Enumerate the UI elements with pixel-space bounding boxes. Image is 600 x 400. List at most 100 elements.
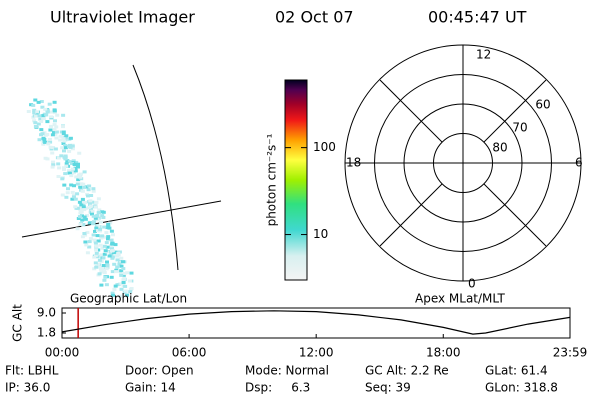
aurora-pixel <box>125 271 130 275</box>
aurora-pixel <box>109 275 114 279</box>
aurora-pixel <box>80 235 85 239</box>
info-cell: Gain: 14 <box>125 381 176 395</box>
aurora-pixel <box>92 238 97 242</box>
aurora-pixel <box>92 220 97 224</box>
aurora-pixel <box>118 294 123 298</box>
aurora-pixel <box>93 216 98 220</box>
aurora-pixel <box>97 208 102 212</box>
clock-label: 6 <box>575 156 583 170</box>
aurora-pixel <box>35 110 40 114</box>
aurora-pixel <box>74 206 79 210</box>
aurora-pixel <box>41 142 46 146</box>
aurora-pixel <box>105 260 109 264</box>
aurora-pixel <box>111 233 115 237</box>
image-panel <box>21 64 222 298</box>
y-tick-label: 9.0 <box>37 306 56 320</box>
aurora-pixel <box>106 224 111 228</box>
aurora-pixel <box>114 270 119 274</box>
aurora-pixel <box>61 133 66 137</box>
lat-circle <box>403 103 523 223</box>
aurora-pixel <box>92 267 97 271</box>
lat-label: 80 <box>492 141 507 155</box>
aurora-pixel <box>61 125 65 129</box>
aurora-pixel <box>100 246 105 250</box>
aurora-pixel <box>69 171 74 175</box>
lat-circle <box>374 74 552 252</box>
aurora-pixel <box>83 217 88 221</box>
aurora-pixel <box>64 162 69 166</box>
aurora-pixel <box>84 185 89 189</box>
aurora-pixel <box>97 258 102 262</box>
aurora-pixel <box>82 185 87 189</box>
aurora-pixel <box>110 270 115 274</box>
aurora-pixel <box>102 225 107 229</box>
aurora-pixel <box>32 108 37 112</box>
aurora-pixel <box>103 249 108 253</box>
aurora-pixel <box>70 147 75 151</box>
aurora-pixel <box>41 116 46 120</box>
aurora-pixel <box>93 241 98 245</box>
aurora-pixel <box>89 194 94 197</box>
aurora-pixel <box>118 271 123 275</box>
aurora-pixel <box>56 162 61 166</box>
aurora-pixel <box>107 254 112 258</box>
aurora-pixel <box>52 130 56 134</box>
aurora-pixel <box>62 167 66 171</box>
aurora-pixel <box>51 163 56 167</box>
aurora-pixel <box>60 193 65 197</box>
aurora-pixel <box>50 133 55 137</box>
aurora-pixel <box>121 273 126 277</box>
aurora-pixel <box>61 113 66 117</box>
colorbar-tick-label: 100 <box>313 140 336 154</box>
aurora-pixel <box>102 278 107 282</box>
date: 02 Oct 07 <box>275 8 354 27</box>
aurora-pixel <box>91 214 96 218</box>
aurora-pixel <box>73 205 78 209</box>
aurora-pixel <box>96 248 101 252</box>
aurora-pixel <box>91 233 96 237</box>
aurora-pixel <box>115 258 120 262</box>
aurora-pixel <box>82 232 87 235</box>
aurora-pixel <box>97 265 102 269</box>
x-tick-label: 06:00 <box>172 346 207 360</box>
aurora-pixel <box>83 233 88 237</box>
aurora-pixel <box>119 269 124 273</box>
grid-line <box>21 200 222 238</box>
aurora-pixel <box>76 178 81 182</box>
aurora-pixel <box>48 145 53 149</box>
aurora-pixel <box>84 243 89 247</box>
aurora-pixel <box>106 235 111 239</box>
aurora-pixel <box>82 208 87 212</box>
aurora-pixel <box>60 177 65 181</box>
aurora-pixel <box>60 135 65 138</box>
aurora-pixel <box>111 251 116 255</box>
info-cell: Door: Open <box>125 364 194 378</box>
aurora-pixel <box>101 264 106 267</box>
aurora-pixel <box>96 225 101 228</box>
aurora-pixel <box>50 151 55 155</box>
aurora-pixel <box>62 149 66 153</box>
aurora-pixel <box>33 98 38 102</box>
aurora-pixel <box>72 184 76 188</box>
aurora-pixel <box>76 162 80 166</box>
aurora-pixel <box>93 229 97 233</box>
x-tick-label: 23:59 <box>553 346 588 360</box>
aurora-pixel <box>118 282 122 286</box>
aurora-pixel <box>26 110 31 113</box>
aurora-pixel <box>79 207 83 210</box>
aurora-pixel <box>75 182 80 186</box>
aurora-pixel <box>79 203 84 207</box>
colorbar-label: photon cm⁻²s⁻¹ <box>265 133 279 226</box>
aurora-pixel <box>88 202 92 206</box>
aurora-pixel <box>74 160 79 164</box>
aurora-pixel <box>81 205 86 209</box>
aurora-pixel <box>127 279 132 283</box>
aurora-pixel <box>88 199 93 203</box>
aurora-pixel <box>77 200 82 204</box>
grid-arc <box>132 64 179 271</box>
aurora-pixel <box>91 187 96 191</box>
aurora-pixel <box>94 265 99 269</box>
aurora-pixel <box>96 229 100 233</box>
aurora-pixel <box>104 283 109 287</box>
clock-label: 18 <box>346 156 361 170</box>
